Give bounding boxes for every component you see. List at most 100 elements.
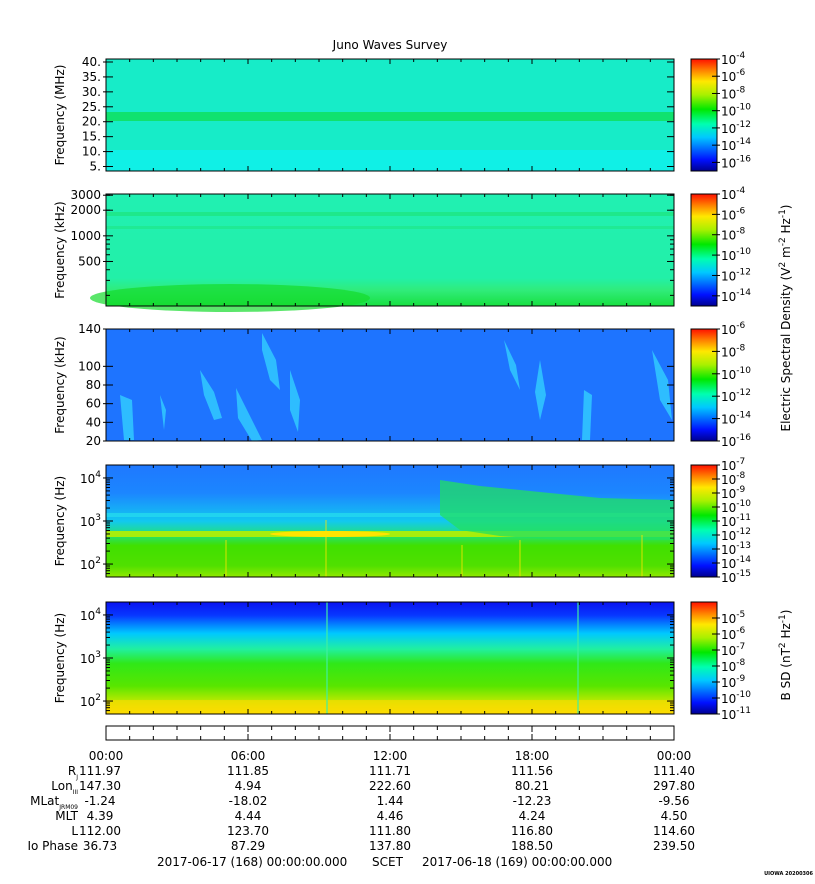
ephemeris-value: 111.40 [653,764,695,778]
ephemeris-value: 111.80 [369,824,411,838]
figure-title: Juno Waves Survey [332,38,448,52]
y-tick-label: 15. [82,130,101,144]
panel-hz-b [105,601,675,715]
colorbar-tick-label: 10-14 [721,288,751,304]
panel-khz [90,193,675,312]
y-tick-label: 500 [78,254,101,268]
y-tick-label: 40. [82,55,101,69]
ephemeris-value: -12.23 [513,794,552,808]
colorbars: 10-410-610-810-1010-1210-1410-1610-410-6… [690,51,751,722]
y-tick-label: 10. [82,145,101,159]
y-axis-label: Frequency (kHz) [53,201,67,298]
ephemeris-value: -1.24 [84,794,115,808]
ephemeris-row-label: LonIII [51,779,78,796]
y-tick-label: 20. [82,115,101,129]
colorbar-tick-label: 10-8 [721,471,746,487]
colorbar-tick-label: 10-12 [721,120,751,136]
colorbar-tick-label: 10-14 [721,555,751,571]
ephemeris-row-label: RJ [68,764,78,781]
colorbar-tick-label: 10-7 [721,457,745,473]
panel-mhz [105,58,675,172]
colorbar-title: Electric Spectral Density (V2 m-2 Hz-1) [778,204,793,431]
ephemeris-value: 111.97 [79,764,121,778]
colorbar-tick-label: 10-14 [721,411,751,427]
colorbar-tick-label: 10-9 [721,674,746,690]
y-tick-label: 5. [90,160,101,174]
y-tick-label: 104 [80,607,101,623]
y-tick-label: 140 [78,322,101,336]
time-tick-label: 12:00 [373,749,408,763]
ephemeris-value: -9.56 [658,794,689,808]
ephemeris-value: 112.00 [79,824,121,838]
ephemeris-value: 114.60 [653,824,695,838]
ephemeris-value: 4.50 [661,809,688,823]
ephemeris-value: 111.85 [227,764,269,778]
colorbar-tick-label: 10-10 [721,690,751,706]
colorbar [690,58,718,172]
scet-end: 2017-06-18 (169) 00:00:00.000 [422,855,612,869]
ephemeris-value: 137.80 [369,839,411,853]
y-axis-label: Frequency (Hz) [53,476,67,567]
ephemeris-value: 123.70 [227,824,269,838]
y-tick-label: 30. [82,85,101,99]
y-tick-label: 80 [86,378,101,392]
colorbar-tick-label: 10-16 [721,154,751,170]
colorbar-tick-label: 10-8 [721,343,746,359]
y-tick-label: 100 [78,359,101,373]
colorbar-tick-label: 10-11 [721,706,751,722]
ephemeris-row-label: MLT [55,809,78,823]
ephemeris-value: 4.94 [235,779,262,793]
panel-khz-low [105,328,675,442]
y-tick-label: 103 [80,513,101,529]
y-tick-label: 102 [80,556,101,572]
scet-label: SCET [372,855,404,869]
colorbar-tick-label: 10-6 [721,68,746,84]
colorbar [690,193,718,307]
ephemeris-value: 4.39 [87,809,114,823]
ephemeris-value: 80.21 [515,779,549,793]
time-tick-label: 00:00 [657,749,692,763]
y-axis-label: Frequency (Hz) [53,613,67,704]
colorbar-tick-label: 10-13 [721,541,751,557]
colorbar-tick-label: 10-6 [721,321,746,337]
y-axis-label: Frequency (kHz) [53,336,67,433]
ephemeris-row-label: Io Phase [27,839,78,853]
y-tick-label: 40 [86,415,101,429]
colorbar-tick-label: 10-10 [721,366,751,382]
colorbar-tick-label: 10-12 [721,267,751,283]
colorbar-tick-label: 10-11 [721,513,751,529]
colorbar [690,601,718,715]
ephemeris-value: 222.60 [369,779,411,793]
y-tick-label: 25. [82,100,101,114]
colorbar-tick-label: 10-5 [721,610,745,626]
colorbar-tick-label: 10-10 [721,499,751,515]
y-tick-label: 102 [80,693,101,709]
colorbar [690,328,718,442]
y-tick-label: 104 [80,470,101,486]
colorbar-tick-label: 10-9 [721,485,746,501]
ephemeris-value: 4.44 [235,809,262,823]
colorbar-tick-label: 10-8 [721,658,746,674]
colorbar-tick-label: 10-14 [721,137,751,153]
ephemeris-value: 116.80 [511,824,553,838]
colorbar-tick-label: 10-16 [721,433,751,449]
colorbar-tick-label: 10-4 [721,51,746,67]
credit-label: UIOWA 20200306 [764,871,813,877]
colorbar-tick-label: 10-10 [721,103,751,119]
y-tick-label: 2000 [70,203,101,217]
colorbar-tick-label: 10-12 [721,388,751,404]
colorbar-labels: Electric Spectral Density (V2 m-2 Hz-1) B… [778,204,793,700]
panel-hz-e [105,464,675,578]
ephemeris-row-label: MLatJRM09 [30,794,78,811]
y-tick-label: 60 [86,397,101,411]
ephemeris-value: 239.50 [653,839,695,853]
colorbar-title: B SD (nT2 Hz-1) [778,610,793,701]
colorbar-tick-label: 10-15 [721,569,751,585]
colorbar-tick-label: 10-7 [721,642,745,658]
scet-start: 2017-06-17 (168) 00:00:00.000 [157,855,347,869]
y-tick-label: 1000 [70,229,101,243]
ephemeris-value: 111.56 [511,764,553,778]
